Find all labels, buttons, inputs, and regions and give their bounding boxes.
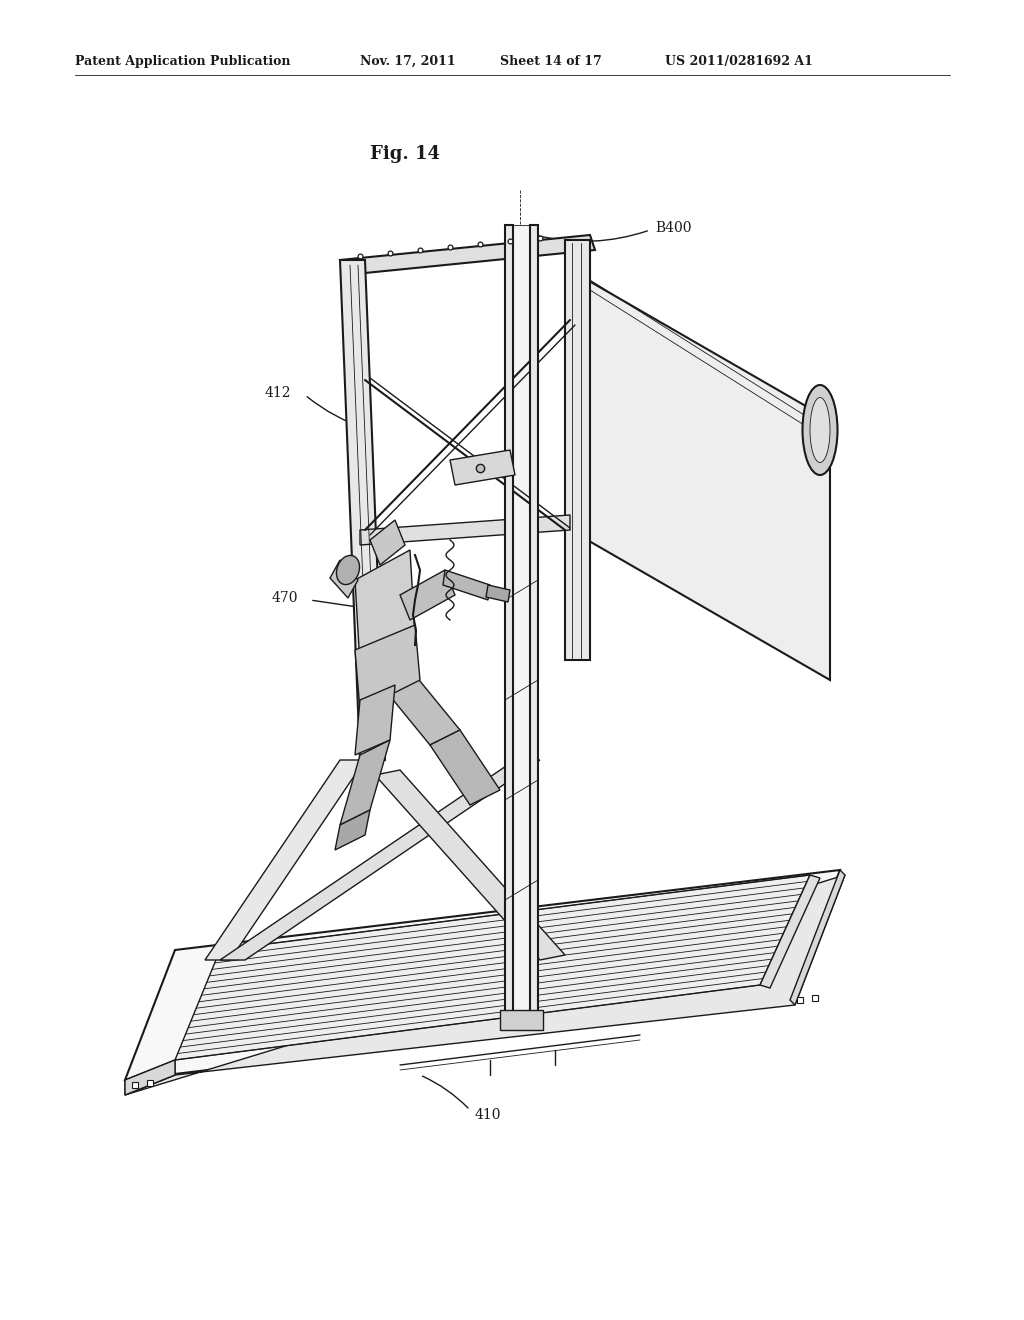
Polygon shape [125,870,840,1080]
Polygon shape [175,875,810,1060]
Polygon shape [486,585,510,602]
Polygon shape [220,760,540,960]
Ellipse shape [810,397,830,462]
Polygon shape [125,875,845,1096]
Text: Patent Application Publication: Patent Application Publication [75,55,291,69]
Ellipse shape [803,385,838,475]
Polygon shape [330,560,358,598]
Polygon shape [760,875,820,987]
Polygon shape [125,1060,175,1096]
Text: 410: 410 [475,1107,502,1122]
Polygon shape [790,870,845,1005]
Text: 412: 412 [265,385,292,400]
Polygon shape [430,730,500,805]
Polygon shape [355,624,420,710]
Polygon shape [355,550,415,665]
Polygon shape [125,1060,175,1096]
Polygon shape [530,224,538,1020]
Polygon shape [205,760,365,960]
Polygon shape [340,235,595,275]
Text: 470: 470 [272,591,299,605]
Polygon shape [340,260,385,760]
Polygon shape [400,570,455,620]
Polygon shape [340,741,390,825]
Polygon shape [360,515,570,545]
Polygon shape [443,570,490,601]
Text: US 2011/0281692 A1: US 2011/0281692 A1 [665,55,813,69]
Polygon shape [370,520,406,565]
Polygon shape [355,685,395,755]
Polygon shape [570,271,830,680]
Polygon shape [335,810,370,850]
Polygon shape [513,224,530,1020]
Text: Nov. 17, 2011: Nov. 17, 2011 [360,55,456,69]
Polygon shape [385,675,460,744]
Polygon shape [500,1010,543,1030]
Text: B400: B400 [655,220,691,235]
Text: Sheet 14 of 17: Sheet 14 of 17 [500,55,602,69]
Text: Fig. 14: Fig. 14 [370,145,440,162]
Polygon shape [565,240,590,660]
Text: 469: 469 [449,578,474,591]
Ellipse shape [337,556,359,585]
Polygon shape [450,450,515,484]
Polygon shape [375,770,565,960]
Polygon shape [505,224,513,1020]
